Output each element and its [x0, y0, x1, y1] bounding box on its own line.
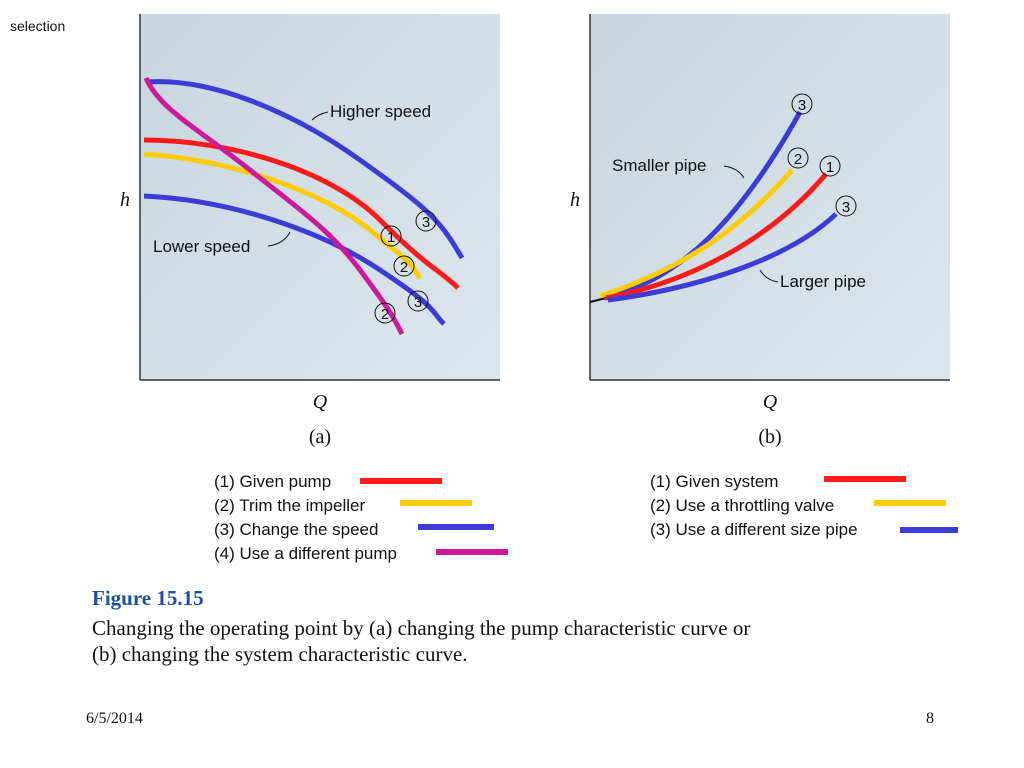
- svg-text:2: 2: [794, 151, 802, 168]
- legend-a-label-2: (2) Trim the impeller: [214, 496, 366, 515]
- footer-date: 6/5/2014: [86, 710, 143, 727]
- legend-b-label-3: (3) Use a different size pipe: [650, 520, 858, 539]
- page-number: 8: [926, 710, 934, 727]
- marker-a-3-high: 3: [415, 210, 437, 232]
- curve-b-smaller-pipe: [603, 110, 803, 301]
- curve-a-trim-impeller: [143, 151, 422, 280]
- slide-header-label: selection: [10, 18, 66, 34]
- svg-text:1: 1: [826, 159, 834, 176]
- legend-a-label-4: (4) Use a different pump: [214, 544, 397, 563]
- legend-a-swatch-4: [436, 549, 508, 555]
- panel-b-x-label: Q: [763, 391, 778, 413]
- legend-a-label-1: (1) Given pump: [214, 472, 332, 491]
- legend-b-swatch-2: [874, 500, 946, 506]
- panel-b-label: (b): [758, 426, 781, 448]
- legend-b-swatch-1: [824, 476, 906, 482]
- legend-b-swatch-3: [900, 527, 958, 533]
- marker-b-3-top: 3: [791, 93, 813, 115]
- curve-b-given-system: [605, 172, 828, 301]
- arrow-larger-pipe: [759, 269, 779, 283]
- svg-text:1: 1: [387, 229, 395, 246]
- marker-b-1: 1: [819, 155, 841, 177]
- panel-a-y-label: h: [120, 189, 130, 211]
- marker-a-2: 2: [393, 255, 415, 277]
- curve-a-higher-speed: [147, 79, 465, 260]
- svg-text:3: 3: [414, 294, 422, 311]
- marker-a-2-pump: 2: [374, 302, 396, 324]
- curve-b-throttling-valve: [599, 168, 794, 299]
- svg-text:2: 2: [381, 306, 389, 323]
- legend-b-label-2: (2) Use a throttling valve: [650, 496, 835, 515]
- figure-caption-line-1: Changing the operating point by (a) chan…: [92, 616, 751, 640]
- svg-text:3: 3: [422, 214, 430, 231]
- arrow-higher-speed: [311, 111, 329, 121]
- svg-text:2: 2: [400, 259, 408, 276]
- legend-a-label-3: (3) Change the speed: [214, 520, 379, 539]
- legend-a-swatch-2: [400, 500, 472, 506]
- panel-a-x-label: Q: [313, 391, 328, 413]
- figure-panels: Higher speed Lower speed 1 2 3 3 2 h Q (…: [120, 14, 950, 448]
- annotation-smaller-pipe: Smaller pipe: [612, 156, 707, 175]
- figure-title: Figure 15.15: [92, 586, 204, 610]
- panel-a-label: (a): [309, 426, 331, 448]
- annotation-higher-speed: Higher speed: [330, 102, 431, 121]
- panel-b-origin-segment: [589, 297, 607, 303]
- curve-a-different-pump: [143, 76, 405, 336]
- figure-caption-line-2: (b) changing the system characteristic c…: [92, 642, 468, 666]
- arrow-lower-speed: [267, 231, 291, 247]
- marker-a-1: 1: [380, 225, 402, 247]
- legend-a-swatch-1: [360, 478, 442, 484]
- svg-text:3: 3: [842, 199, 850, 216]
- panel-b-y-label: h: [570, 189, 580, 211]
- svg-text:3: 3: [798, 97, 806, 114]
- annotation-lower-speed: Lower speed: [153, 237, 250, 256]
- marker-a-3-low: 3: [407, 290, 429, 312]
- marker-b-3-low: 3: [835, 195, 857, 217]
- arrow-smaller-pipe: [723, 165, 745, 179]
- legend-a-swatch-3: [418, 524, 494, 530]
- curve-b-larger-pipe: [607, 212, 838, 303]
- curve-a-lower-speed: [143, 193, 446, 326]
- annotation-larger-pipe: Larger pipe: [780, 272, 866, 291]
- curve-a-given-pump: [143, 137, 460, 290]
- legend-b-label-1: (1) Given system: [650, 472, 779, 491]
- marker-b-2: 2: [787, 147, 809, 169]
